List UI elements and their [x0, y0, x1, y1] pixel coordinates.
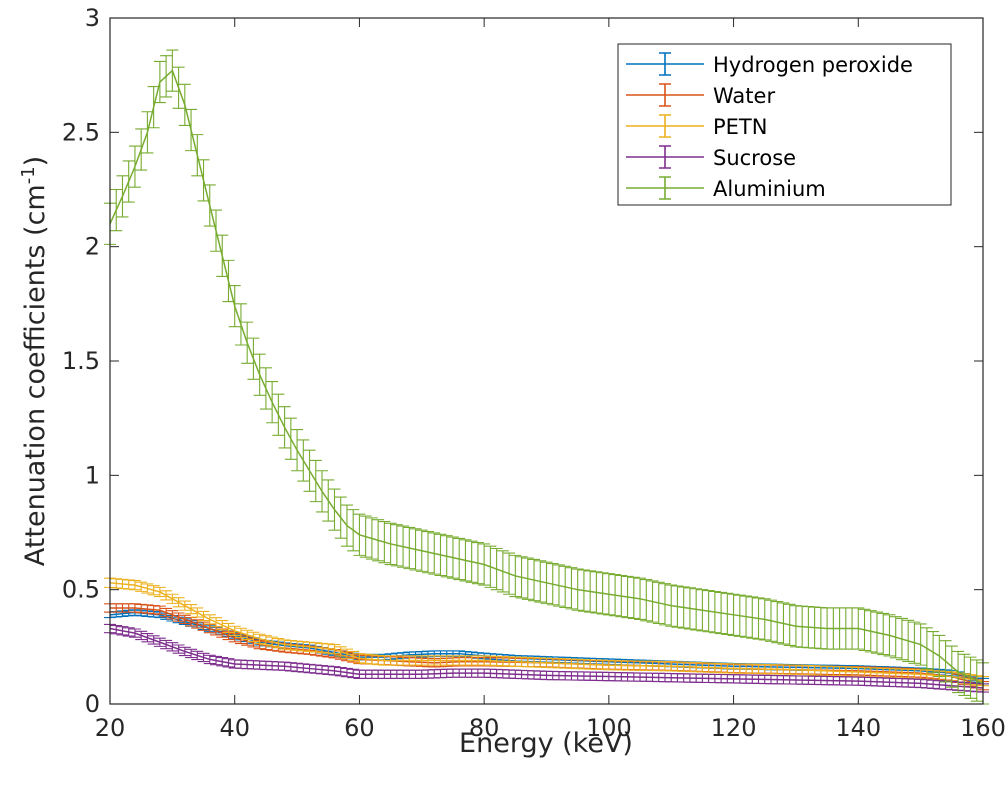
legend-marker-aluminium: [626, 176, 704, 200]
x-tick-label: 60: [344, 714, 375, 742]
legend-item-water: Water: [626, 83, 775, 108]
x-tick-label: 80: [469, 714, 500, 742]
legend-label-aluminium: Aluminium: [713, 177, 826, 201]
ticks-layer: 20 40 60 80 100 120 140 160 0 0.5 1 1.5 2 2.5 3: [62, 4, 1005, 742]
y-axis-label-close: ): [20, 156, 51, 167]
y-axis-label: Attenuation coefficients (cm-1): [18, 156, 51, 566]
series-layer: [104, 49, 989, 705]
y-tick-label: 3: [85, 4, 100, 32]
legend-item-aluminium: Aluminium: [626, 176, 826, 201]
series-line-aluminium: [109, 69, 984, 685]
y-axis-label-superscript: -1: [18, 166, 39, 184]
x-tick-label: 160: [960, 714, 1005, 742]
series-line-petn: [109, 582, 984, 682]
legend-item-sucrose: Sucrose: [626, 145, 796, 170]
legend-marker-hydrogen-peroxide: [626, 52, 704, 76]
series-line-sucrose: [109, 627, 984, 689]
legend-label-petn: PETN: [713, 115, 767, 139]
y-tick-label: 1.5: [62, 347, 100, 375]
series-sucrose: [104, 623, 989, 693]
legend: Hydrogen peroxide Water PETN Sucrose Alumini…: [617, 43, 952, 206]
x-tick-label: 40: [219, 714, 250, 742]
legend-box: [617, 43, 952, 206]
y-tick-label: 0.5: [62, 576, 100, 604]
legend-label-sucrose: Sucrose: [713, 146, 796, 170]
x-axis-label: Energy (keV): [459, 728, 633, 759]
y-tick-label: 2: [85, 233, 100, 261]
x-tick-label: 140: [835, 714, 881, 742]
y-axis-label-main: Attenuation coefficients (cm: [20, 184, 51, 566]
x-tick-label: 100: [586, 714, 632, 742]
x-tick-label: 20: [95, 714, 126, 742]
legend-label-hydrogen-peroxide: Hydrogen peroxide: [713, 53, 913, 77]
y-tick-label: 1: [85, 461, 100, 489]
legend-marker-petn: [626, 114, 704, 138]
y-tick-label: 2.5: [62, 118, 100, 146]
legend-item-petn: PETN: [626, 114, 767, 139]
y-tick-label: 0: [85, 690, 100, 718]
legend-label-water: Water: [713, 84, 775, 108]
legend-marker-sucrose: [626, 145, 704, 169]
series-aluminium: [104, 49, 989, 705]
legend-item-hydrogen-peroxide: Hydrogen peroxide: [626, 52, 913, 77]
legend-marker-water: [626, 83, 704, 107]
x-tick-label: 120: [711, 714, 757, 742]
